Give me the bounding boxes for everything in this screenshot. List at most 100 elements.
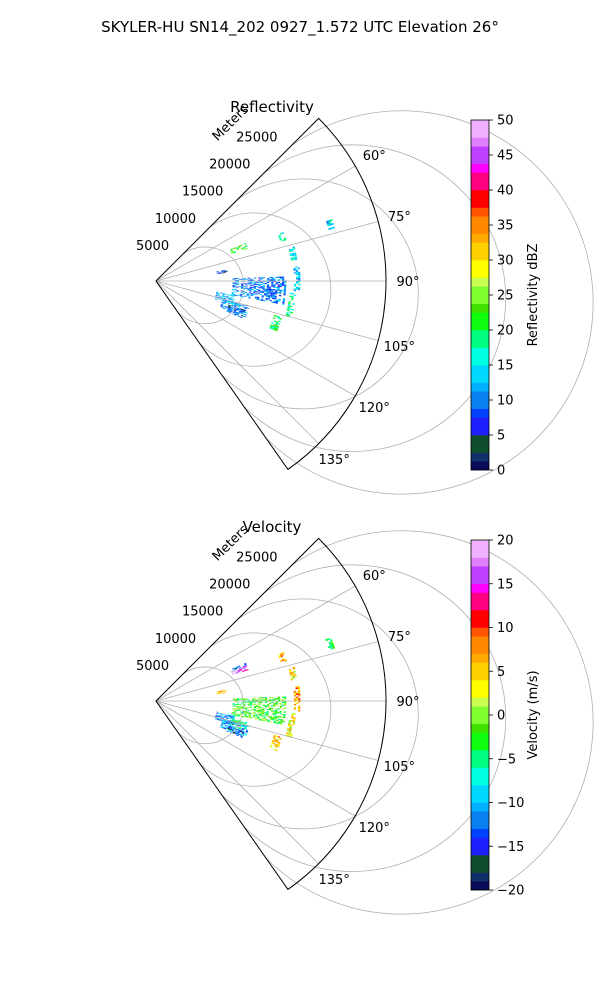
echo-gate bbox=[234, 287, 237, 289]
echo-gate bbox=[234, 709, 237, 711]
echo-gate bbox=[294, 253, 297, 256]
echo-gate bbox=[295, 273, 299, 276]
range-ring bbox=[177, 246, 244, 325]
echo-gate bbox=[291, 717, 294, 719]
echo-gate bbox=[255, 710, 259, 712]
colorbar-tick-label: 10 bbox=[497, 621, 514, 636]
echo-gate bbox=[251, 286, 254, 288]
echo-gate bbox=[218, 299, 222, 301]
echo-gate bbox=[232, 313, 235, 315]
echo-gate bbox=[215, 293, 219, 295]
echo-gate bbox=[267, 298, 270, 300]
echo-gate bbox=[329, 223, 332, 226]
echo-gate bbox=[216, 718, 220, 720]
echo-gate bbox=[229, 308, 232, 311]
echo-gate bbox=[253, 291, 256, 294]
colorbar-segment bbox=[471, 592, 489, 602]
echo-gate bbox=[217, 293, 221, 296]
echo-gate bbox=[284, 696, 287, 698]
echo-gate bbox=[234, 667, 237, 670]
echo-gate bbox=[249, 281, 252, 283]
echo-gate bbox=[222, 294, 225, 296]
echo-gate bbox=[230, 716, 233, 718]
azimuth-tick-label: 120° bbox=[359, 401, 390, 416]
echo-gate bbox=[235, 715, 238, 717]
echo-gate bbox=[289, 734, 293, 737]
echo-gate bbox=[226, 309, 230, 311]
echo-gate bbox=[230, 722, 233, 725]
echo-gate bbox=[292, 677, 295, 679]
echo-gate bbox=[220, 723, 224, 726]
echo-gate bbox=[220, 292, 223, 294]
echo-gate bbox=[248, 297, 251, 299]
echo-gate bbox=[221, 272, 224, 274]
echo-gate bbox=[261, 715, 264, 717]
echo-gate bbox=[227, 306, 231, 309]
echo-gate bbox=[328, 227, 331, 231]
echo-gate bbox=[268, 291, 271, 293]
echo-gate bbox=[293, 272, 296, 274]
echo-gate bbox=[241, 728, 245, 731]
echo-gate bbox=[261, 712, 265, 715]
echo-gate bbox=[220, 303, 224, 306]
echo-gate bbox=[253, 708, 256, 711]
echo-gate bbox=[298, 708, 301, 711]
echo-gate bbox=[243, 702, 246, 704]
echo-gate bbox=[249, 287, 252, 289]
echo-gate bbox=[247, 699, 250, 701]
echo-gate bbox=[282, 653, 285, 656]
echo-gate bbox=[293, 698, 297, 700]
echo-gate bbox=[329, 643, 332, 646]
echo-gate bbox=[241, 248, 244, 250]
echo-gate bbox=[225, 722, 228, 725]
echo-gate bbox=[274, 296, 277, 299]
echo-gate bbox=[266, 713, 269, 715]
echo-gate bbox=[244, 722, 248, 725]
echo-gate bbox=[235, 713, 239, 715]
echo-gate bbox=[264, 293, 267, 295]
echo-gate bbox=[259, 712, 263, 715]
echo-gate bbox=[266, 294, 269, 296]
echo-gate bbox=[232, 667, 235, 670]
echo-gate bbox=[242, 731, 245, 734]
echo-gate bbox=[293, 670, 296, 673]
echo-gate bbox=[275, 283, 278, 285]
echo-gate bbox=[241, 669, 245, 672]
echo-gate bbox=[238, 707, 241, 709]
echo-gate bbox=[230, 296, 233, 298]
echo-gate bbox=[298, 706, 301, 709]
colorbar-tick-label: 15 bbox=[497, 577, 514, 592]
colorbar-segment bbox=[471, 583, 489, 593]
echo-gate bbox=[238, 730, 241, 732]
echo-gate bbox=[271, 696, 274, 699]
echo-gate bbox=[290, 248, 294, 251]
echo-gate bbox=[329, 645, 333, 648]
echo-gate bbox=[271, 742, 274, 745]
echo-gate bbox=[238, 308, 241, 311]
echo-gate bbox=[283, 288, 287, 291]
echo-gate bbox=[284, 701, 287, 704]
echo-gate bbox=[278, 654, 281, 657]
echo-gate bbox=[290, 677, 293, 680]
echo-gate bbox=[237, 670, 240, 672]
echo-gate bbox=[279, 737, 282, 740]
echo-gate bbox=[283, 289, 287, 292]
echo-gate bbox=[215, 716, 218, 718]
echo-gate bbox=[230, 298, 233, 301]
echo-gate bbox=[223, 691, 226, 693]
colorbar-tick-label: 0 bbox=[497, 464, 505, 479]
azimuth-spoke bbox=[155, 700, 356, 817]
echo-gate bbox=[233, 293, 236, 296]
echo-gate bbox=[273, 327, 277, 330]
range-ring bbox=[265, 530, 594, 915]
echo-cell bbox=[278, 231, 287, 242]
echo-gate bbox=[219, 726, 223, 728]
echo-gate bbox=[244, 306, 247, 309]
echo-gate bbox=[268, 292, 271, 294]
echo-gate bbox=[272, 295, 275, 297]
echo-gate bbox=[244, 715, 247, 717]
echo-gate bbox=[272, 710, 276, 712]
echo-gate bbox=[231, 304, 235, 307]
echo-gate bbox=[234, 284, 237, 285]
echo-gate bbox=[260, 299, 264, 302]
